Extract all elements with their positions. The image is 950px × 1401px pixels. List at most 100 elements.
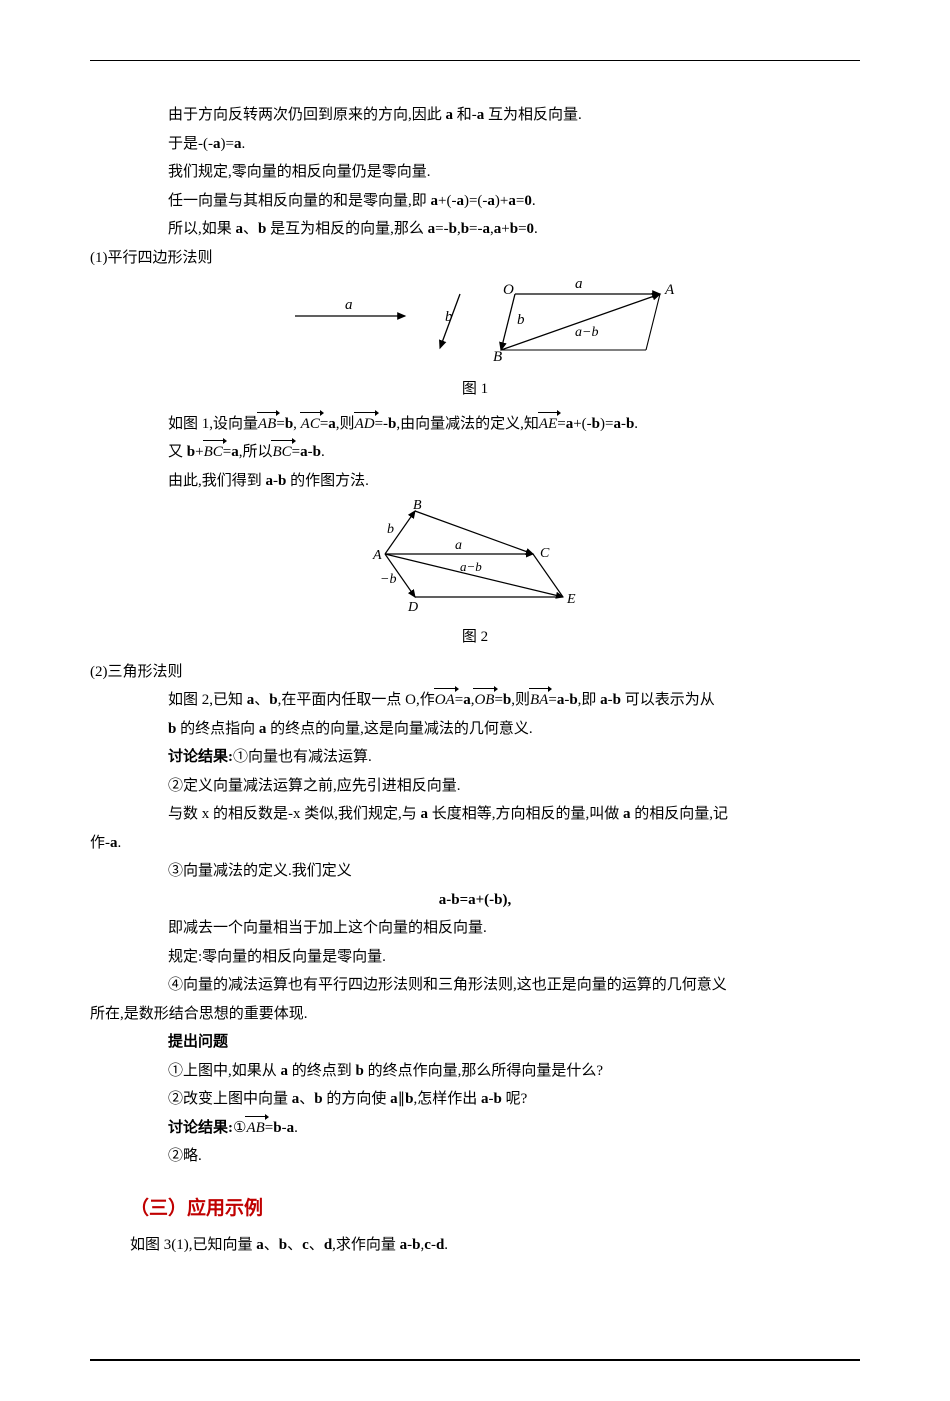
t: (1)平行四边形法则 bbox=[90, 250, 213, 266]
lbl: b bbox=[517, 312, 525, 328]
vec-bc: BC bbox=[272, 438, 291, 467]
t: = bbox=[557, 416, 565, 432]
v: b bbox=[412, 1237, 420, 1253]
para-25: ②改变上图中向量 a、b 的方向使 a∥b,怎样作出 a-b 呢? bbox=[90, 1085, 860, 1114]
para-6: (1)平行四边形法则 bbox=[90, 244, 860, 273]
t: +(- bbox=[438, 193, 456, 209]
lbl: C bbox=[540, 546, 550, 561]
v: b bbox=[356, 1063, 364, 1079]
t: (2)三角形法则 bbox=[90, 664, 183, 680]
t: 规定:零向量的相反向量是零向量. bbox=[168, 949, 386, 965]
v: a bbox=[487, 193, 495, 209]
t: 图 1 bbox=[462, 381, 488, 397]
lbl: a−b bbox=[575, 325, 598, 340]
t: 的终点作向量,那么所得向量是什么? bbox=[364, 1063, 603, 1079]
figure-1-label: 图 1 bbox=[90, 375, 860, 404]
para-8: 又 b+BC=a,所以BC=a-b. bbox=[90, 438, 860, 467]
t: ,则 bbox=[511, 692, 530, 708]
t: 、 bbox=[254, 692, 269, 708]
v: a bbox=[281, 1063, 289, 1079]
t: = bbox=[494, 692, 502, 708]
t: 的终点的向量,这是向量减法的几何意义. bbox=[266, 721, 532, 737]
vec-ab: AB bbox=[246, 1114, 264, 1143]
v: b bbox=[613, 692, 621, 708]
t: 的作图方法. bbox=[286, 473, 369, 489]
t: a-b=a+(-b), bbox=[439, 892, 512, 908]
v: c bbox=[424, 1237, 431, 1253]
t: 是互为相反的向量,那么 bbox=[266, 221, 427, 237]
v: a bbox=[266, 473, 274, 489]
v: a bbox=[390, 1091, 398, 1107]
vec-bc: BC bbox=[204, 438, 223, 467]
t: 讨论结果: bbox=[168, 749, 233, 765]
para-14: ②定义向量减法运算之前,应先引进相反向量. bbox=[90, 772, 860, 801]
top-rule bbox=[90, 60, 860, 61]
t: （三）应用示例 bbox=[130, 1198, 263, 1219]
para-23: 提出问题 bbox=[90, 1028, 860, 1057]
v: b bbox=[313, 444, 321, 460]
t: = bbox=[223, 444, 231, 460]
t: 由于方向反转两次仍回到原来的方向,因此 bbox=[168, 107, 442, 123]
para-10: (2)三角形法则 bbox=[90, 658, 860, 687]
v: b bbox=[510, 221, 518, 237]
t: = bbox=[265, 1120, 273, 1136]
t: 于是-(- bbox=[168, 136, 213, 152]
t: 提出问题 bbox=[168, 1034, 228, 1050]
lbl: a bbox=[575, 276, 583, 292]
figure-2: A B C D E b a a−b −b bbox=[345, 499, 605, 619]
v-a: a bbox=[446, 107, 454, 123]
t: ,在平面内任取一点 O,作 bbox=[278, 692, 435, 708]
v: b bbox=[503, 692, 511, 708]
figure-1: a b O A B a b a−b bbox=[265, 276, 685, 371]
t: 任一向量与其相反向量的和是零向量,即 bbox=[168, 193, 431, 209]
para-17: ③向量减法的定义.我们定义 bbox=[90, 857, 860, 886]
t: ④向量的减法运算也有平行四边形法则和三角形法则,这也正是向量的运算的几何意义 bbox=[168, 977, 727, 993]
v: b bbox=[187, 444, 195, 460]
t: ②略. bbox=[168, 1148, 202, 1164]
t: ①上图中,如果从 bbox=[168, 1063, 281, 1079]
v: c bbox=[302, 1237, 309, 1253]
t: 、 bbox=[299, 1091, 314, 1107]
lbl: A bbox=[664, 282, 675, 298]
lbl: B bbox=[493, 349, 502, 365]
para-20: 规定:零向量的相反向量是零向量. bbox=[90, 943, 860, 972]
t: 所以,如果 bbox=[168, 221, 236, 237]
v-a: a bbox=[477, 107, 485, 123]
v: b bbox=[279, 1237, 287, 1253]
v: b bbox=[269, 692, 277, 708]
para-24: ①上图中,如果从 a 的终点到 b 的终点作向量,那么所得向量是什么? bbox=[90, 1057, 860, 1086]
v: a bbox=[256, 1237, 264, 1253]
lbl: a bbox=[455, 538, 462, 553]
v: b bbox=[285, 416, 293, 432]
t: )+ bbox=[495, 193, 508, 209]
lbl: A bbox=[372, 548, 382, 563]
t: )=(- bbox=[464, 193, 487, 209]
para-28: 如图 3(1),已知向量 a、b、c、d,求作向量 a-b,c-d. bbox=[90, 1231, 860, 1260]
t: 、 bbox=[309, 1237, 324, 1253]
v: a bbox=[508, 193, 516, 209]
t: + bbox=[195, 444, 203, 460]
v: b bbox=[273, 1120, 281, 1136]
v-a: a bbox=[213, 136, 221, 152]
vec-ac: AC bbox=[301, 410, 320, 439]
t: =- bbox=[469, 221, 482, 237]
t: 所在,是数形结合思想的重要体现. bbox=[90, 1006, 308, 1022]
v: b bbox=[314, 1091, 322, 1107]
v: d bbox=[324, 1237, 332, 1253]
t: 我们规定,零向量的相反向量仍是零向量. bbox=[168, 164, 431, 180]
vec-oa: OA bbox=[435, 686, 455, 715]
v: b bbox=[626, 416, 634, 432]
para-11: 如图 2,已知 a、b,在平面内任取一点 O,作OA=a,OB=b,则BA=a-… bbox=[90, 686, 860, 715]
lbl: D bbox=[407, 600, 418, 615]
t: ①向量也有减法运算. bbox=[233, 749, 372, 765]
para-22: 所在,是数形结合思想的重要体现. bbox=[90, 1000, 860, 1029]
para-15: 与数 x 的相反数是-x 类似,我们规定,与 a 长度相等,方向相反的量,叫做 … bbox=[90, 800, 860, 829]
t: +(- bbox=[573, 416, 591, 432]
v: b bbox=[569, 692, 577, 708]
t: 呢? bbox=[502, 1091, 527, 1107]
v: b bbox=[461, 221, 469, 237]
t: ,由向量减法的定义,知 bbox=[396, 416, 539, 432]
t: 如图 3(1),已知向量 bbox=[130, 1237, 256, 1253]
lbl: E bbox=[566, 592, 576, 607]
v: a bbox=[328, 416, 336, 432]
